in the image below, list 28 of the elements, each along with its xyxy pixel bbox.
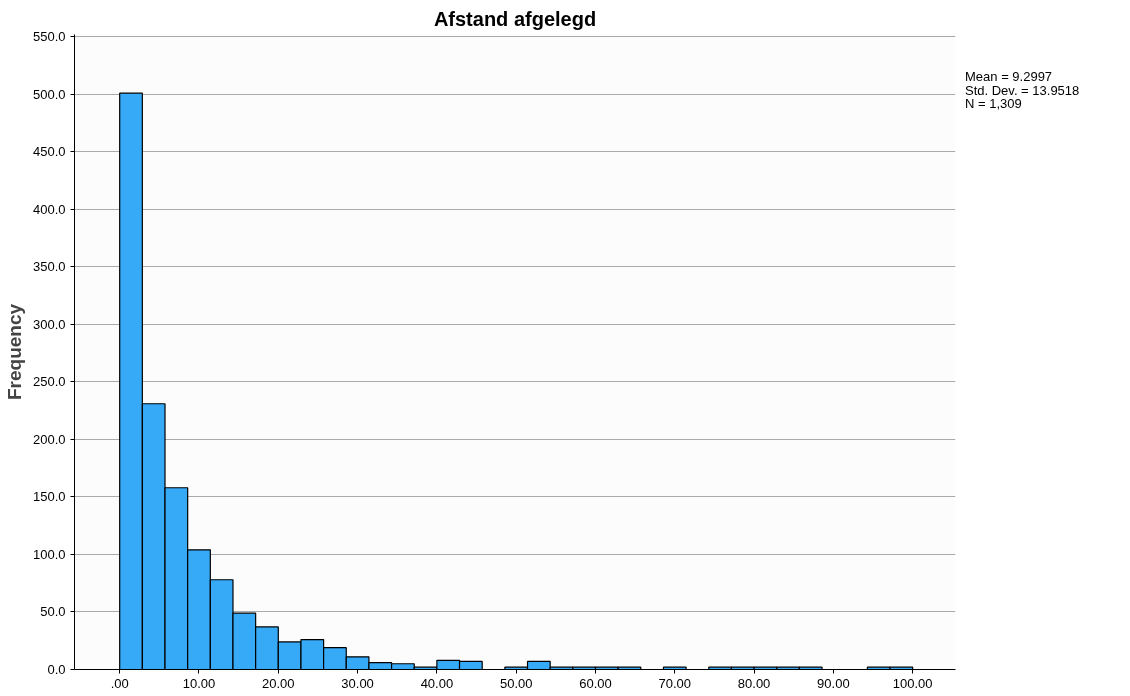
x-tick-label: 90.00 [817, 675, 850, 691]
y-tick-label: 250.0 [32, 374, 66, 390]
y-tick-label: 400.0 [32, 201, 66, 217]
x-tick-label: 10.00 [182, 675, 216, 691]
y-tick-label: 200.0 [32, 431, 66, 447]
x-tick-label: 40.00 [420, 675, 454, 691]
y-tick-label: 350.0 [32, 259, 66, 275]
y-axis-title: Frequency [3, 303, 25, 401]
y-tick-label: 550.0 [32, 29, 66, 45]
y-tick-label: 300.0 [32, 316, 66, 332]
y-tick-label: 100.0 [32, 546, 66, 562]
y-tick-label: 0.0 [47, 662, 66, 677]
x-tick-label: 60.00 [579, 675, 612, 691]
y-tick-label: 500.0 [32, 86, 66, 102]
y-tick-label: 450.0 [32, 144, 66, 160]
y-tick-label: 150.0 [32, 489, 66, 505]
chart-title: Afstand afgelegd [433, 7, 597, 30]
text: Std. Dev. = 13.9518 [965, 82, 1080, 98]
x-tick-label: 20.00 [262, 675, 295, 691]
x-tick-label: 50.00 [499, 675, 533, 691]
x-tick-label: .00 [110, 675, 129, 691]
x-tick-label: 80.00 [737, 675, 771, 691]
x-tick-label: 100.00 [892, 675, 933, 691]
x-tick-label: 30.00 [341, 675, 374, 691]
text: Mean = 9.2997 [965, 69, 1053, 84]
y-tick-label: 50.0 [40, 604, 66, 620]
text: N = 1,309 [965, 96, 1022, 112]
x-tick-label: 70.00 [658, 675, 692, 691]
